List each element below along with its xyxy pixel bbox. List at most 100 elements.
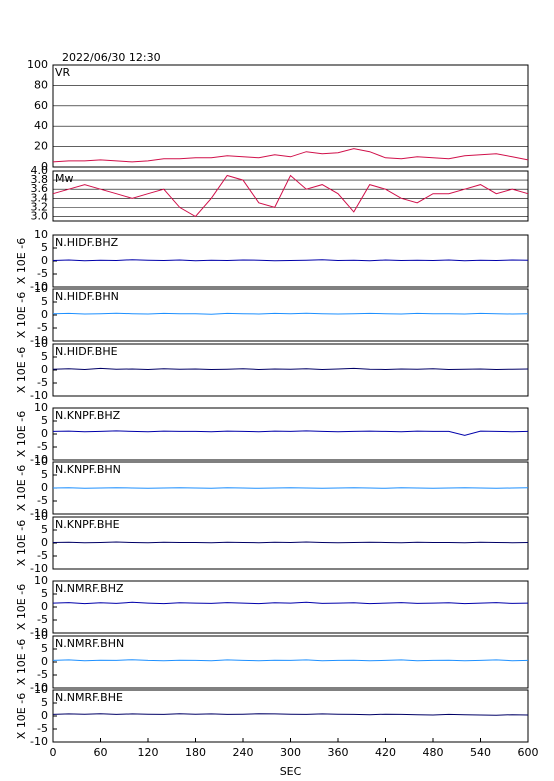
panel-frame xyxy=(52,64,529,168)
panel-label: N.KNPF.BHN xyxy=(55,463,121,476)
y-tick-label: 3.8 xyxy=(31,173,49,186)
panel-label: N.NMRF.BHN xyxy=(55,637,124,650)
data-line xyxy=(52,713,529,716)
y-tick-label: 10 xyxy=(34,683,48,696)
y-tick-label: -5 xyxy=(37,668,48,681)
y-axis-label: X 10E -6 xyxy=(15,639,28,685)
y-axis-label: X 10E -6 xyxy=(15,465,28,511)
panel-label: N.HIDF.BHN xyxy=(55,290,119,303)
y-tick-label: 5 xyxy=(41,350,48,363)
y-tick-label: 20 xyxy=(34,140,48,153)
y-tick-label: 80 xyxy=(34,78,48,91)
y-tick-label: 0 xyxy=(41,254,48,267)
y-tick-label: -5 xyxy=(37,321,48,334)
y-tick-label: 60 xyxy=(34,99,48,112)
y-tick-label: 5 xyxy=(41,414,48,427)
x-tick-label: 360 xyxy=(328,746,349,759)
y-tick-label: 3.4 xyxy=(31,191,49,204)
y-tick-label: -5 xyxy=(37,613,48,626)
panel-frame xyxy=(52,288,529,342)
y-tick-label: 5 xyxy=(41,696,48,709)
x-tick-label: 120 xyxy=(138,746,159,759)
x-tick-label: 180 xyxy=(185,746,206,759)
y-tick-label: 0 xyxy=(41,427,48,440)
y-axis-label: X 10E -6 xyxy=(15,292,28,338)
panel-frame xyxy=(52,580,529,634)
panel-frame xyxy=(52,234,529,288)
data-line xyxy=(52,148,529,163)
panel-frame xyxy=(52,407,529,461)
y-tick-label: -5 xyxy=(37,267,48,280)
y-tick-label: 100 xyxy=(27,58,48,71)
y-tick-label: -5 xyxy=(37,549,48,562)
y-tick-label: 3.2 xyxy=(31,200,49,213)
y-tick-label: -10 xyxy=(30,626,48,639)
y-tick-label: 0 xyxy=(41,600,48,613)
data-line xyxy=(52,312,529,315)
y-tick-label: 0 xyxy=(41,655,48,668)
y-tick-label: 5 xyxy=(41,295,48,308)
y-tick-label: 10 xyxy=(34,401,48,414)
y-tick-label: 10 xyxy=(34,455,48,468)
panel-label: N.HIDF.BHE xyxy=(55,345,118,358)
panel-label: N.NMRF.BHE xyxy=(55,691,123,704)
data-line xyxy=(52,601,529,605)
y-tick-label: -5 xyxy=(37,440,48,453)
x-axis-label: SEC xyxy=(280,765,302,778)
x-tick-label: 0 xyxy=(50,746,57,759)
y-tick-label: -10 xyxy=(30,507,48,520)
y-tick-label: -10 xyxy=(30,453,48,466)
y-tick-label: 10 xyxy=(34,282,48,295)
y-tick-label: 5 xyxy=(41,468,48,481)
y-tick-label: -10 xyxy=(30,389,48,402)
panel-frame xyxy=(52,343,529,397)
y-tick-label: 3.0 xyxy=(31,209,49,222)
y-axis-label: X 10E -6 xyxy=(15,520,28,566)
y-tick-label: -10 xyxy=(30,681,48,694)
y-tick-label: 10 xyxy=(34,337,48,350)
y-tick-label: 5 xyxy=(41,523,48,536)
y-tick-label: 0 xyxy=(41,536,48,549)
x-tick-label: 480 xyxy=(423,746,444,759)
x-tick-label: 420 xyxy=(375,746,396,759)
x-tick-label: 240 xyxy=(233,746,254,759)
y-tick-label: 5 xyxy=(41,587,48,600)
data-line xyxy=(52,541,529,544)
y-tick-label: 10 xyxy=(34,574,48,587)
x-tick-label: 300 xyxy=(280,746,301,759)
y-tick-label: 10 xyxy=(34,228,48,241)
panel-frame xyxy=(52,689,529,743)
y-tick-label: 5 xyxy=(41,642,48,655)
y-tick-label: 5 xyxy=(41,241,48,254)
data-line xyxy=(52,487,529,489)
panel-label: Mw xyxy=(55,172,74,185)
data-line xyxy=(52,174,529,218)
data-line xyxy=(52,259,529,262)
y-axis-label: X 10E -6 xyxy=(15,584,28,630)
x-tick-label: 60 xyxy=(94,746,108,759)
y-tick-label: 40 xyxy=(34,119,48,132)
panel-label: VR xyxy=(55,66,71,79)
y-tick-label: 10 xyxy=(34,629,48,642)
y-tick-label: 0 xyxy=(41,709,48,722)
y-tick-label: 0 xyxy=(41,363,48,376)
y-tick-label: -10 xyxy=(30,334,48,347)
panel-label: N.NMRF.BHZ xyxy=(55,582,124,595)
panel-frame xyxy=(52,170,529,222)
y-tick-label: 10 xyxy=(34,510,48,523)
y-tick-label: -10 xyxy=(30,280,48,293)
y-tick-label: -10 xyxy=(30,562,48,575)
y-tick-label: 3.6 xyxy=(31,182,49,195)
chart-title: 2022/06/30 12:30 xyxy=(62,51,161,64)
y-tick-label: 0 xyxy=(41,308,48,321)
y-tick-label: 4.0 xyxy=(31,164,49,177)
y-axis-label: X 10E -6 xyxy=(15,693,28,739)
data-line xyxy=(52,659,529,662)
panel-label: N.HIDF.BHZ xyxy=(55,236,119,249)
panel-label: N.KNPF.BHZ xyxy=(55,409,121,422)
y-tick-label: -10 xyxy=(30,735,48,748)
x-tick-label: 600 xyxy=(518,746,539,759)
y-tick-label: -5 xyxy=(37,376,48,389)
y-axis-label: X 10E -6 xyxy=(15,238,28,284)
